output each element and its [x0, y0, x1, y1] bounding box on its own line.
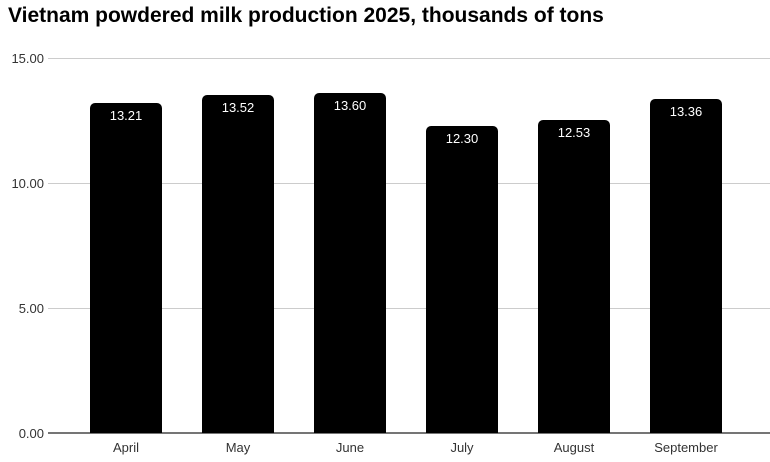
gridline	[48, 308, 770, 309]
x-axis-label: July	[450, 440, 474, 455]
y-axis-tick-label: 5.00	[18, 301, 44, 316]
gridline	[48, 183, 770, 184]
bar-value-label: 12.30	[445, 130, 479, 146]
x-axis-label: April	[112, 440, 139, 455]
y-axis-tick-label: 0.00	[18, 426, 44, 441]
x-axis-label: June	[335, 440, 365, 455]
bar: 12.30	[426, 125, 498, 433]
bar: 13.21	[90, 102, 162, 433]
y-axis-tick-label: 10.00	[11, 176, 44, 191]
bar: 13.60	[314, 93, 386, 433]
y-axis-tick-label: 15.00	[11, 51, 44, 66]
bar-value-label: 13.60	[333, 98, 367, 113]
bar: 13.52	[202, 95, 274, 433]
bar-value-label: 12.53	[557, 124, 591, 140]
bar: 12.53	[538, 119, 610, 433]
x-axis-label: September	[654, 440, 718, 455]
bar-value-label: 13.36	[669, 104, 703, 119]
x-axis-label: August	[553, 440, 595, 455]
x-axis-label: May	[225, 440, 251, 455]
bar: 13.36	[650, 99, 722, 433]
axis-baseline	[48, 432, 770, 434]
bar-value-label: 13.52	[221, 100, 255, 115]
gridline	[48, 58, 770, 59]
chart-title: Vietnam powdered milk production 2025, t…	[8, 4, 604, 27]
bar-value-label: 13.21	[109, 107, 143, 123]
